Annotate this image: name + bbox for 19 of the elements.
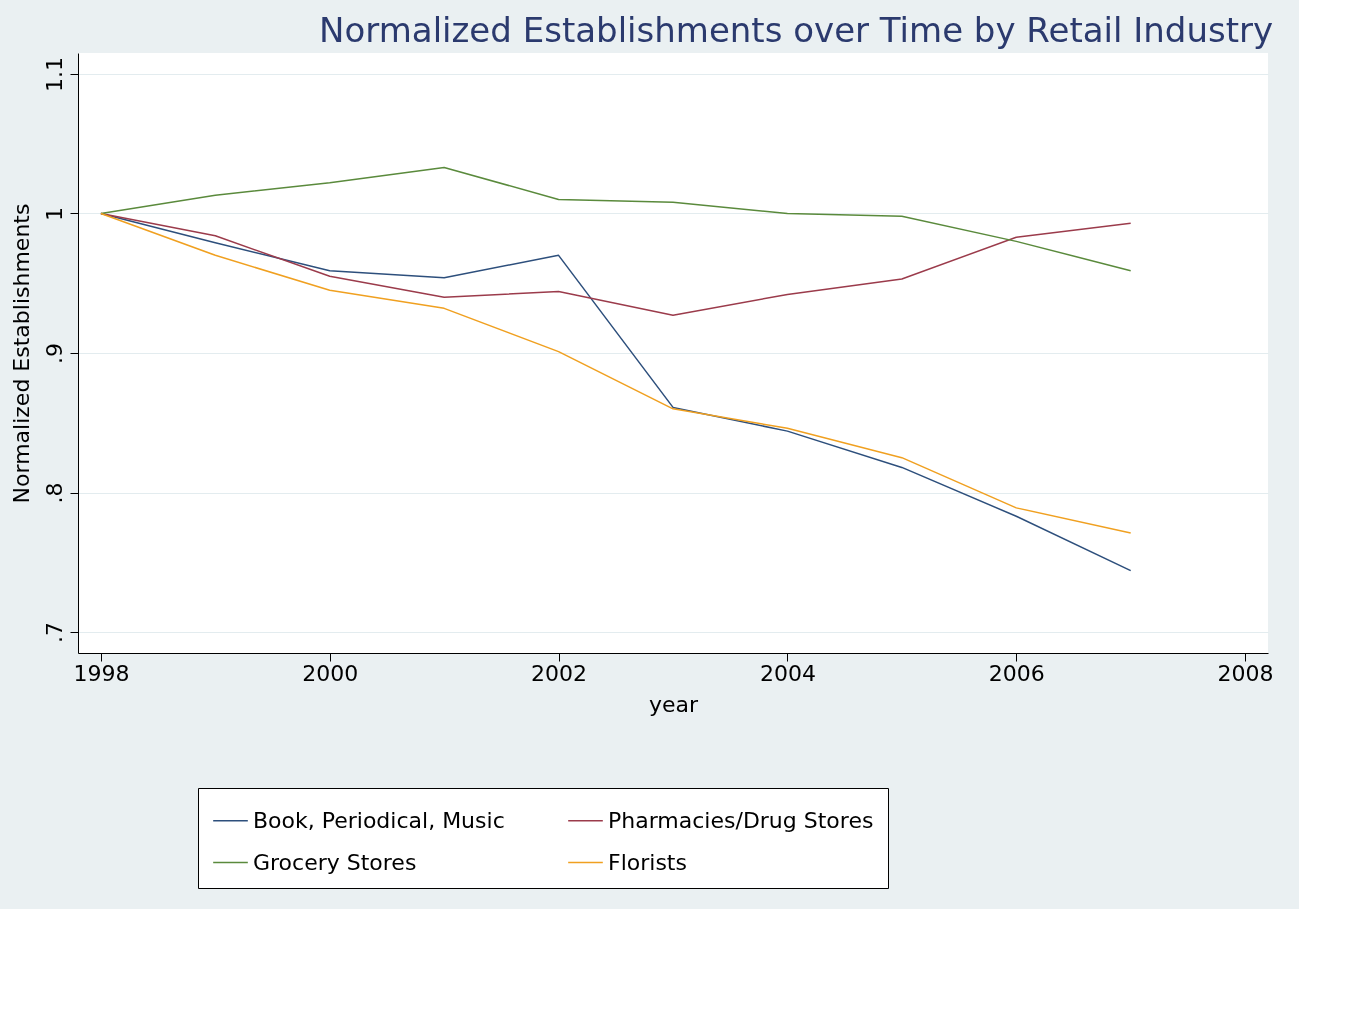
x-tick-label: 2002 [531, 660, 588, 686]
y-tick-label: 1.1 [41, 56, 67, 92]
x-tick-label: 1998 [73, 660, 130, 686]
x-axis-title: year [648, 691, 699, 717]
line-series [100, 166, 1132, 272]
y-tick-label: .7 [41, 622, 67, 644]
chart-title: Normalized Establishments over Time by Retail Industry [319, 10, 1274, 50]
y-tick-label: .8 [41, 482, 67, 504]
x-tick-label: 2000 [302, 660, 359, 686]
legend-label: Pharmacies/Drug Stores [608, 807, 874, 833]
legend-label: Book, Periodical, Music [253, 807, 505, 833]
y-axis-title: Normalized Establishments [8, 203, 34, 504]
x-tick-label: 2004 [759, 660, 816, 686]
legend-label: Florists [608, 849, 687, 875]
y-tick-label: 1 [41, 206, 67, 221]
x-tick-label: 2006 [988, 660, 1045, 686]
legend-label: Grocery Stores [253, 849, 417, 875]
x-tick-label: 2008 [1217, 660, 1274, 686]
y-tick-label: .9 [41, 343, 67, 364]
